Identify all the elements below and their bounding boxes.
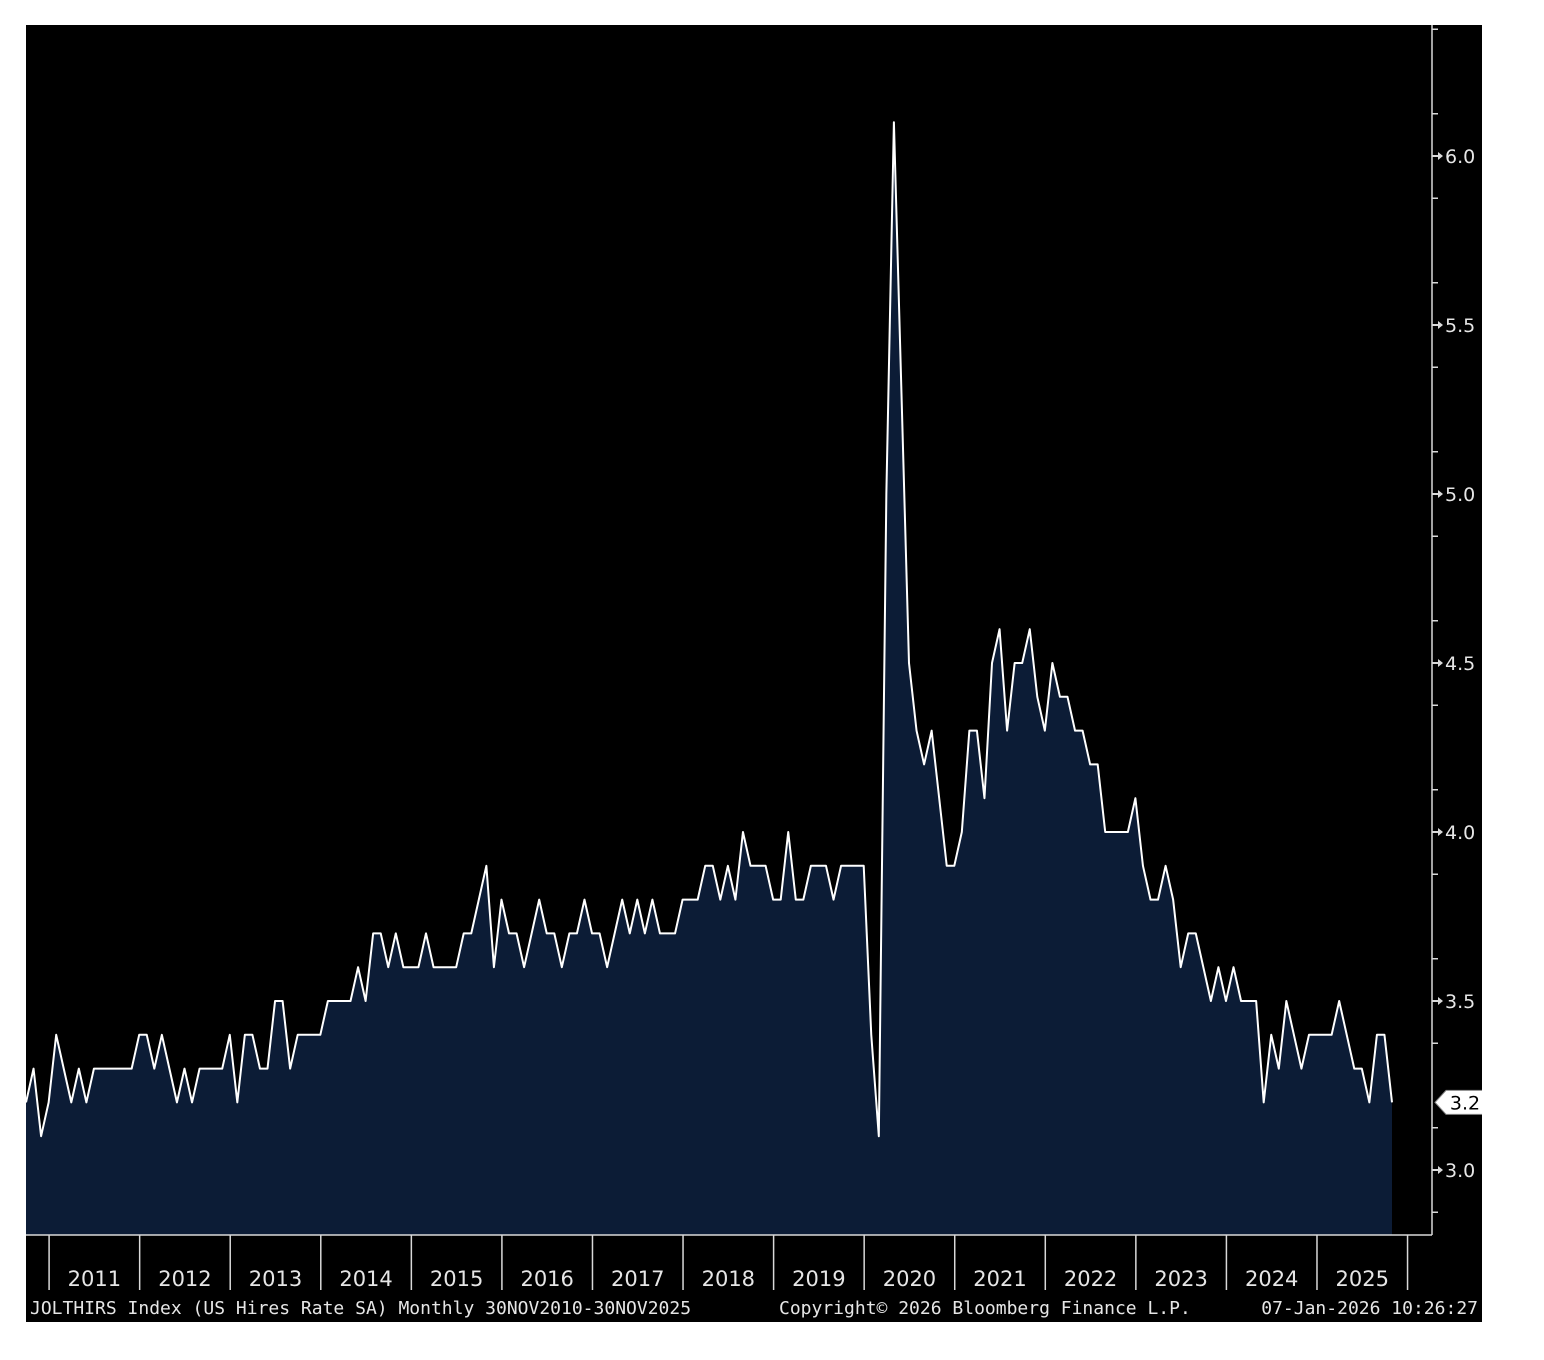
x-year-label: 2011: [68, 1267, 121, 1291]
x-year-label: 2021: [973, 1267, 1026, 1291]
y-tick-label: 3.0: [1445, 1160, 1475, 1182]
copyright-text: Copyright© 2026 Bloomberg Finance L.P.: [779, 1298, 1191, 1319]
series-area: [26, 122, 1392, 1236]
x-year-label: 2013: [249, 1267, 302, 1291]
y-tick: [1432, 490, 1443, 498]
y-tick: [1432, 828, 1443, 836]
x-year-label: 2012: [158, 1267, 211, 1291]
chart-panel: 3.0 3.5 4.0 4.5 5.0 5.5 6.0 2011 2012 2013 2014 20…: [26, 25, 1482, 1322]
x-year-label: 2022: [1064, 1267, 1117, 1291]
y-tick-label: 4.0: [1445, 822, 1475, 844]
y-tick-label: 6.0: [1445, 146, 1475, 168]
timestamp-text: 07-Jan-2026 10:26:27: [1261, 1298, 1478, 1319]
x-year-label: 2020: [883, 1267, 936, 1291]
y-tick: [1432, 321, 1443, 329]
y-tick: [1432, 659, 1443, 667]
x-year-label: 2017: [611, 1267, 664, 1291]
y-tick-label: 5.0: [1445, 484, 1475, 506]
x-year-label: 2014: [339, 1267, 392, 1291]
y-tick-label: 5.5: [1445, 315, 1475, 337]
y-tick-label: 3.5: [1445, 991, 1475, 1013]
x-year-label: 2025: [1336, 1267, 1389, 1291]
x-year-label: 2023: [1154, 1267, 1207, 1291]
y-tick: [1432, 152, 1443, 160]
x-year-label: 2019: [792, 1267, 845, 1291]
x-year-label: 2015: [430, 1267, 483, 1291]
series-info-text: JOLTHIRS Index (US Hires Rate SA) Monthl…: [30, 1298, 691, 1319]
y-tick: [1432, 1166, 1443, 1174]
hires-rate-chart: 3.0 3.5 4.0 4.5 5.0 5.5 6.0 2011 2012 2013 2014 20…: [26, 25, 1482, 1319]
last-value-label: 3.2: [1450, 1092, 1480, 1114]
y-tick: [1432, 997, 1443, 1005]
x-year-label: 2024: [1245, 1267, 1298, 1291]
y-tick-label: 4.5: [1445, 653, 1475, 675]
x-year-label: 2018: [702, 1267, 755, 1291]
x-year-label: 2016: [520, 1267, 573, 1291]
series-line: [26, 121, 1393, 1138]
last-value-marker: [1434, 1089, 1482, 1115]
